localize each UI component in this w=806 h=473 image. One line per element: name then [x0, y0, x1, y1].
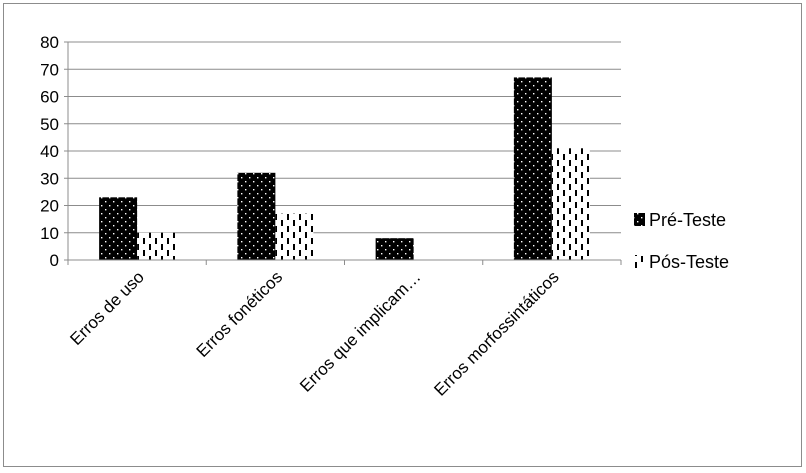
y-tick-label: 40: [40, 142, 59, 161]
legend: Pré-Teste Pós-Teste: [634, 210, 729, 272]
y-tick-label: 20: [40, 197, 59, 216]
y-tick-label: 60: [40, 88, 59, 107]
y-tick-label: 50: [40, 115, 59, 134]
x-category-label: Erros fonéticos: [193, 267, 287, 361]
bar-pos-teste: [137, 232, 176, 260]
bar-pre-teste: [237, 172, 276, 260]
legend-item: Pós-Teste: [634, 252, 729, 272]
y-tick-label: 30: [40, 169, 59, 188]
x-category-label: Erros de uso: [66, 267, 148, 349]
y-tick-label: 10: [40, 224, 59, 243]
y-tick-label: 80: [40, 33, 59, 52]
x-category-label: Erros que implicam…: [296, 267, 424, 395]
legend-label: Pós-Teste: [649, 252, 729, 272]
y-tick-label: 0: [50, 251, 59, 270]
bar-pre-teste: [375, 238, 414, 260]
chart-frame: 0 10 20 30 40 50 60 70 80 Erros de uso Erros foné…: [3, 3, 802, 467]
x-category-label: Erros morfossintáticos: [430, 267, 562, 399]
bar-pre-teste: [513, 77, 552, 260]
bar-pos-teste: [551, 148, 590, 260]
legend-swatch: [634, 213, 645, 226]
legend-label: Pré-Teste: [649, 210, 726, 230]
bar-chart: 0 10 20 30 40 50 60 70 80 Erros de uso Erros foné…: [40, 33, 729, 400]
legend-swatch: [634, 255, 645, 268]
bars: [99, 77, 590, 260]
bar-pos-teste: [275, 213, 314, 260]
legend-item: Pré-Teste: [634, 210, 726, 230]
y-axis: 0 10 20 30 40 50 60 70 80: [40, 33, 69, 270]
bar-pre-teste: [99, 197, 138, 260]
y-tick-label: 70: [40, 60, 59, 79]
x-axis: Erros de uso Erros fonéticos Erros que imp…: [66, 259, 622, 400]
